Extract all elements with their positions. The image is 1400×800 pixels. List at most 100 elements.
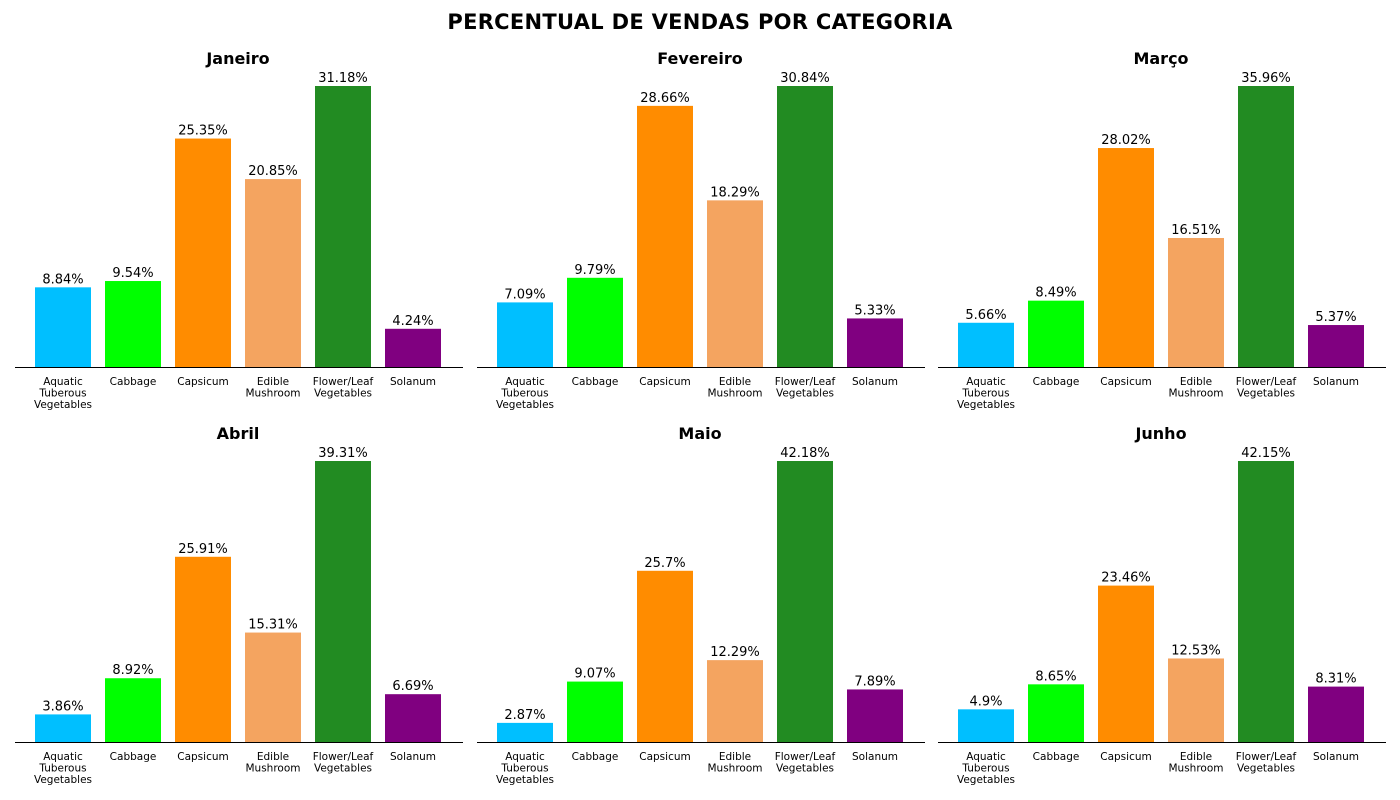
bar-cabbage	[1028, 300, 1084, 367]
data-label: 42.18%	[780, 446, 830, 461]
data-label: 9.79%	[574, 263, 615, 278]
data-label: 4.9%	[969, 694, 1002, 709]
bar-edible-mushroom	[1168, 658, 1224, 742]
bar-edible-mushroom	[245, 632, 301, 742]
data-label: 20.85%	[248, 164, 298, 179]
bar-flower-leaf-vegetables	[1238, 461, 1294, 742]
bar-aquatic-tuberous-vegetables	[497, 722, 553, 742]
data-label: 30.84%	[780, 71, 830, 86]
panel-title: Junho	[1134, 424, 1186, 443]
tick-label: Edible Mushroom	[1168, 376, 1223, 400]
chart-panel-junho: Junho 4.9% Aquatic Tuberous Vegetables 8.65% C…	[938, 424, 1386, 786]
data-label: 28.66%	[640, 91, 690, 106]
bar-flower-leaf-vegetables	[315, 86, 371, 367]
bar-edible-mushroom	[707, 200, 763, 367]
tick-label: Capsicum	[1100, 376, 1151, 388]
tick-label: Capsicum	[177, 376, 228, 388]
data-label: 12.53%	[1171, 643, 1221, 658]
tick-label: Flower/Leaf Vegetables	[775, 751, 836, 775]
data-label: 31.18%	[318, 71, 368, 86]
panel-title: Abril	[217, 424, 260, 443]
tick-label: Aquatic Tuberous Vegetables	[34, 376, 92, 411]
bar-aquatic-tuberous-vegetables	[958, 709, 1014, 742]
bar-aquatic-tuberous-vegetables	[35, 287, 91, 367]
data-label: 28.02%	[1101, 133, 1151, 148]
data-label: 15.31%	[248, 618, 298, 633]
data-label: 35.96%	[1241, 71, 1291, 86]
data-label: 8.84%	[42, 272, 83, 287]
bar-edible-mushroom	[707, 660, 763, 742]
bar-capsicum	[637, 570, 693, 742]
panel-title: Janeiro	[205, 49, 269, 68]
tick-label: Cabbage	[1033, 376, 1080, 388]
tick-label: Flower/Leaf Vegetables	[1236, 376, 1297, 400]
tick-label: Cabbage	[572, 376, 619, 388]
data-label: 12.29%	[710, 645, 760, 660]
bar-flower-leaf-vegetables	[1238, 86, 1294, 367]
data-label: 8.31%	[1315, 672, 1356, 687]
bar-capsicum	[175, 556, 231, 742]
data-label: 42.15%	[1241, 446, 1291, 461]
tick-label: Edible Mushroom	[707, 376, 762, 400]
data-label: 8.92%	[112, 663, 153, 678]
bar-solanum	[385, 694, 441, 742]
data-label: 16.51%	[1171, 223, 1221, 238]
bar-cabbage	[105, 678, 161, 742]
tick-label: Solanum	[390, 376, 436, 388]
data-label: 9.07%	[574, 667, 615, 682]
tick-label: Aquatic Tuberous Vegetables	[34, 751, 92, 786]
data-label: 6.69%	[392, 679, 433, 694]
bar-capsicum	[1098, 585, 1154, 742]
page-title: PERCENTUAL DE VENDAS POR CATEGORIA	[447, 10, 953, 34]
tick-label: Capsicum	[639, 376, 690, 388]
bar-cabbage	[567, 681, 623, 742]
data-label: 25.7%	[644, 556, 685, 571]
bar-cabbage	[1028, 684, 1084, 742]
data-label: 18.29%	[710, 185, 760, 200]
tick-label: Solanum	[1313, 376, 1359, 388]
data-label: 25.35%	[178, 124, 228, 139]
data-label: 5.66%	[965, 308, 1006, 323]
bar-capsicum	[1098, 148, 1154, 367]
tick-label: Edible Mushroom	[245, 751, 300, 775]
data-label: 7.09%	[504, 287, 545, 302]
chart-panel-marco: Março 5.66% Aquatic Tuberous Vegetables 8.49%…	[938, 49, 1386, 411]
chart-panel-janeiro: Janeiro 8.84% Aquatic Tuberous Vegetables 9.5…	[15, 49, 463, 411]
tick-label: Solanum	[390, 751, 436, 763]
tick-label: Capsicum	[177, 751, 228, 763]
tick-label: Capsicum	[639, 751, 690, 763]
tick-label: Capsicum	[1100, 751, 1151, 763]
bar-flower-leaf-vegetables	[777, 461, 833, 742]
tick-label: Cabbage	[1033, 751, 1080, 763]
data-label: 9.54%	[112, 266, 153, 281]
bar-cabbage	[567, 277, 623, 367]
data-label: 4.24%	[392, 314, 433, 329]
tick-label: Solanum	[852, 751, 898, 763]
bar-solanum	[847, 689, 903, 742]
tick-label: Cabbage	[110, 376, 157, 388]
tick-label: Solanum	[1313, 751, 1359, 763]
tick-label: Edible Mushroom	[1168, 751, 1223, 775]
tick-label: Flower/Leaf Vegetables	[1236, 751, 1297, 775]
panel-title: Maio	[678, 424, 721, 443]
tick-label: Aquatic Tuberous Vegetables	[496, 751, 554, 786]
bar-aquatic-tuberous-vegetables	[497, 302, 553, 367]
panel-title: Março	[1133, 49, 1188, 68]
tick-label: Edible Mushroom	[707, 751, 762, 775]
data-label: 23.46%	[1101, 571, 1151, 586]
bar-solanum	[1308, 686, 1364, 742]
bar-cabbage	[105, 281, 161, 367]
data-label: 8.49%	[1035, 286, 1076, 301]
data-label: 3.86%	[42, 699, 83, 714]
data-label: 2.87%	[504, 708, 545, 723]
tick-label: Aquatic Tuberous Vegetables	[496, 376, 554, 411]
tick-label: Flower/Leaf Vegetables	[775, 376, 836, 400]
chart-panel-abril: Abril 3.86% Aquatic Tuberous Vegetables 8.92%…	[15, 424, 463, 786]
chart-panel-maio: Maio 2.87% Aquatic Tuberous Vegetables 9.07% C…	[477, 424, 925, 786]
bar-solanum	[847, 318, 903, 367]
bar-flower-leaf-vegetables	[315, 461, 371, 742]
data-label: 8.65%	[1035, 669, 1076, 684]
bar-solanum	[1308, 325, 1364, 367]
tick-label: Cabbage	[110, 751, 157, 763]
tick-label: Aquatic Tuberous Vegetables	[957, 751, 1015, 786]
